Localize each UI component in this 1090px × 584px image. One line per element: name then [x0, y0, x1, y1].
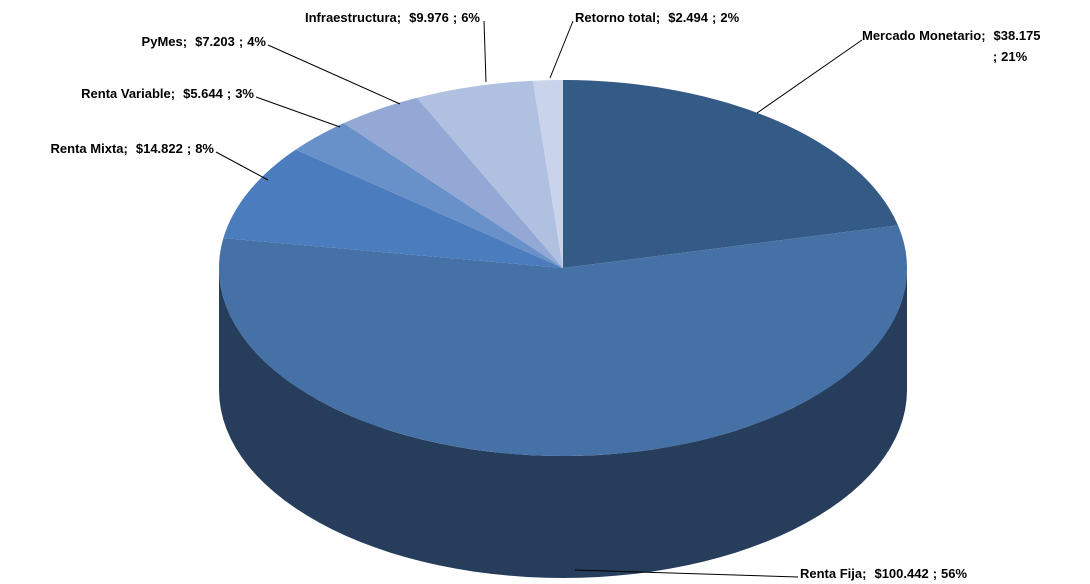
label-category: Renta Mixta [51, 141, 125, 156]
label-percent: 4% [247, 34, 266, 49]
label-percent: 2% [720, 10, 739, 25]
label-separator: ; [239, 34, 243, 49]
label-category: Renta Fija [800, 566, 863, 581]
label-percent: 6% [461, 10, 480, 25]
label-category: Retorno total [575, 10, 656, 25]
label-value: $9.976 [409, 10, 449, 25]
label-category: Infraestructura [305, 10, 398, 25]
label-percent: 3% [235, 86, 254, 101]
label-separator: ; [712, 10, 716, 25]
pie-slice [343, 97, 563, 269]
label-separator: ; [656, 10, 660, 25]
label-category: Renta Variable [81, 86, 171, 101]
label-percent: 21% [1001, 49, 1027, 64]
leader-line [267, 44, 401, 105]
leader-line [549, 20, 574, 79]
label-separator: ; [981, 28, 985, 43]
label-category: Mercado Monetario [862, 28, 981, 43]
label-separator: ; [183, 34, 187, 49]
pie-slice [218, 225, 908, 456]
label-separator: ; [124, 141, 128, 156]
label-separator: ; [993, 49, 997, 64]
label-percent: 56% [941, 566, 967, 581]
data-label: ; 21% [993, 49, 1028, 64]
label-value: $5.644 [183, 86, 224, 101]
label-value: $100.442 [874, 566, 928, 581]
label-value: $7.203 [195, 34, 235, 49]
leader-line [756, 39, 863, 114]
data-label: Mercado Monetario; $38.175 [862, 28, 1041, 43]
data-label: Renta Variable; $5.644; 3% [81, 86, 254, 101]
data-label: Renta Fija; $100.442; 56% [800, 566, 968, 581]
leader-line [483, 20, 487, 83]
pie-slice [532, 80, 563, 268]
label-separator: ; [453, 10, 457, 25]
label-separator: ; [933, 566, 937, 581]
pie-slice [417, 80, 563, 268]
pie-slice [223, 149, 563, 268]
data-label: Renta Mixta; $14.822; 8% [51, 141, 215, 156]
label-percent: 8% [195, 141, 214, 156]
label-value: $38.175 [994, 28, 1041, 43]
label-separator: ; [171, 86, 175, 101]
pie-slice [563, 80, 899, 268]
data-label: Infraestructura; $9.976; 6% [305, 10, 480, 25]
pie-slice [295, 123, 563, 268]
label-separator: ; [862, 566, 866, 581]
label-separator: ; [397, 10, 401, 25]
leader-line [215, 151, 269, 181]
leader-line [574, 569, 799, 578]
label-value: $14.822 [136, 141, 183, 156]
label-separator: ; [187, 141, 191, 156]
data-label: PyMes; $7.203; 4% [142, 34, 267, 49]
label-category: PyMes [142, 34, 183, 49]
label-separator: ; [227, 86, 231, 101]
label-value: $2.494 [668, 10, 709, 25]
pie-side [219, 268, 907, 578]
leader-line [255, 96, 341, 128]
data-label: Retorno total; $2.494; 2% [575, 10, 740, 25]
